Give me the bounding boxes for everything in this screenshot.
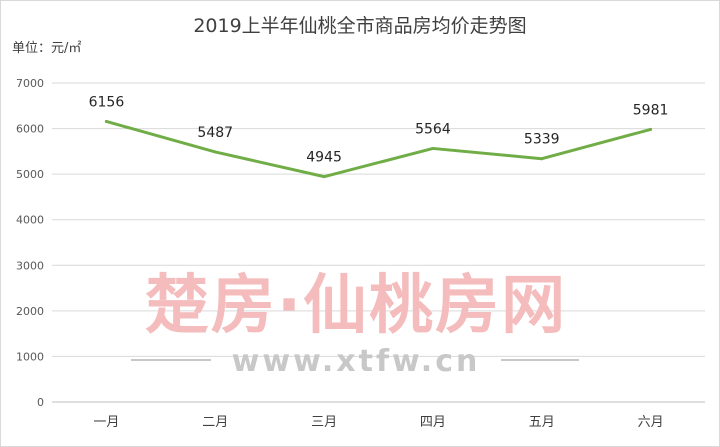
- data-point: [322, 175, 326, 179]
- x-tick-label: 六月: [638, 415, 664, 430]
- chart-title: 2019上半年仙桃全市商品房均价走势图: [193, 15, 527, 37]
- y-tick-labels: 0 1000 2000 3000 4000 5000 6000 7000: [16, 77, 44, 409]
- y-axis-unit-label: 单位：元/㎡: [12, 41, 82, 56]
- y-tick-label: 4000: [16, 214, 44, 227]
- y-tick-label: 6000: [16, 123, 44, 136]
- y-tick-label: 1000: [16, 350, 44, 363]
- y-tick-label: 7000: [16, 77, 44, 90]
- x-tick-labels: 一月 二月 三月 四月 五月 六月: [93, 415, 663, 430]
- data-point: [540, 157, 544, 161]
- watermark-text: 楚房·仙桃房网: [145, 269, 567, 343]
- data-point: [213, 150, 217, 154]
- y-tick-label: 5000: [16, 168, 44, 181]
- series-line: [104, 119, 653, 179]
- data-label: 5981: [633, 102, 669, 118]
- data-point: [649, 127, 653, 131]
- data-point: [104, 119, 108, 123]
- y-tick-label: 2000: [16, 305, 44, 318]
- data-label: 5339: [524, 132, 560, 148]
- watermark: 楚房·仙桃房网 www.xtfw.cn: [131, 269, 579, 379]
- data-label: 5487: [197, 125, 233, 141]
- x-tick-label: 五月: [529, 415, 555, 430]
- series-lines: [104, 119, 653, 179]
- x-tick-label: 二月: [202, 415, 228, 430]
- data-label: 6156: [89, 94, 125, 110]
- data-point: [431, 146, 435, 150]
- data-labels: 6156 5487 4945 5564 5339 5981: [89, 94, 669, 165]
- x-tick-label: 一月: [93, 415, 119, 430]
- data-label: 4945: [306, 150, 342, 166]
- x-tick-label: 三月: [311, 415, 337, 430]
- watermark-url: www.xtfw.cn: [232, 344, 481, 379]
- y-tick-label: 0: [37, 396, 44, 409]
- data-label: 5564: [415, 121, 451, 137]
- x-tick-label: 四月: [420, 415, 446, 430]
- gridlines: [52, 82, 705, 403]
- y-tick-label: 3000: [16, 259, 44, 272]
